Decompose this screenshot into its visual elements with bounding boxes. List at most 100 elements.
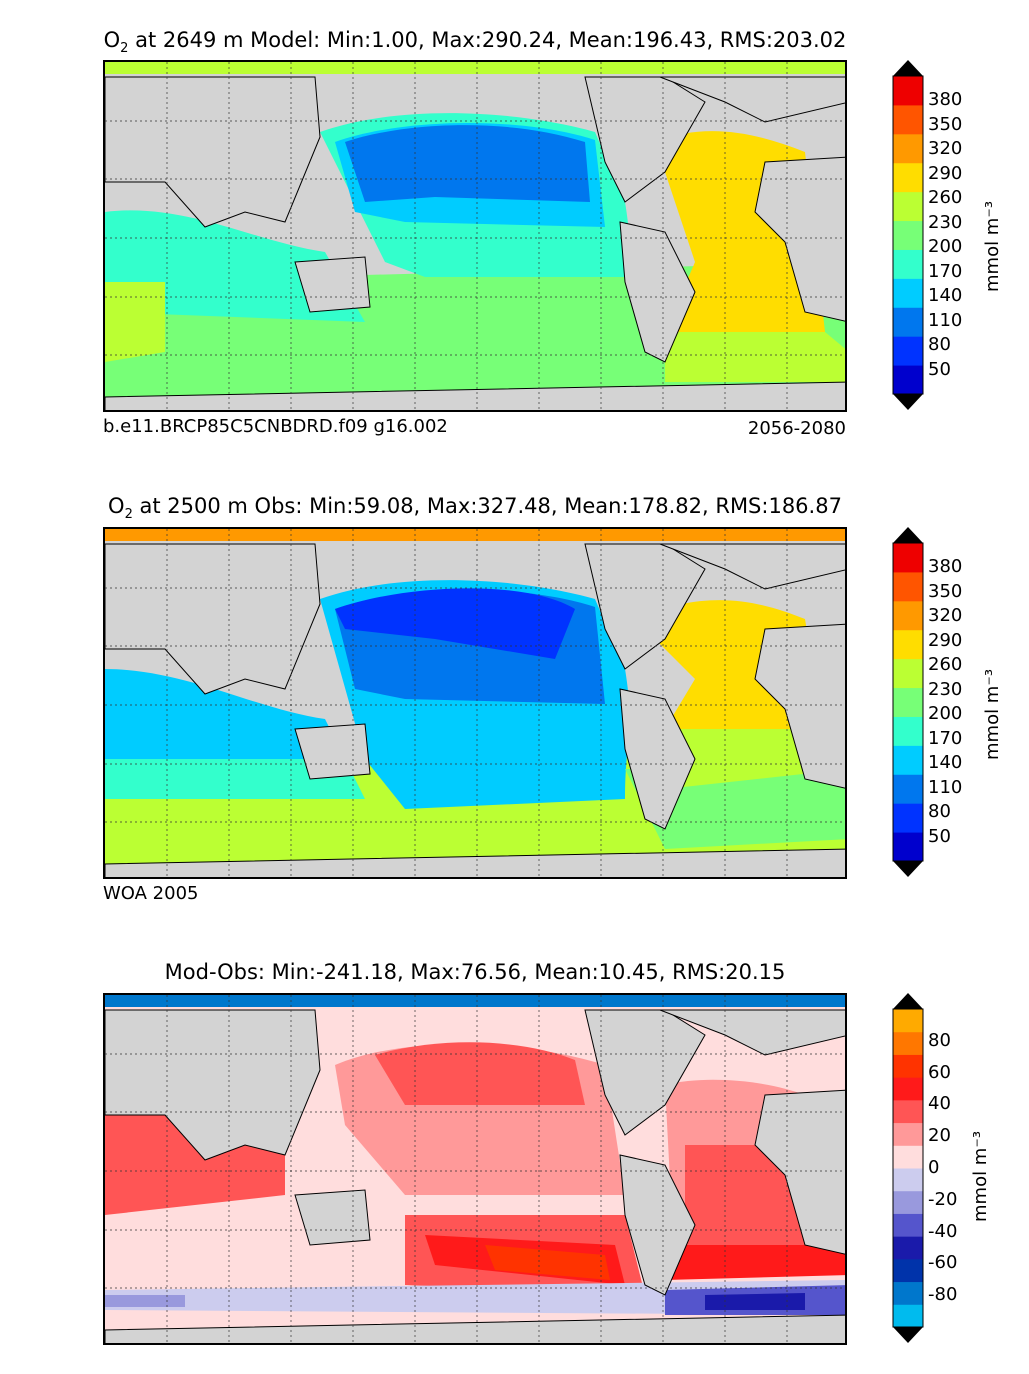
- panel1-colorbar-segment: [893, 365, 923, 395]
- panel2-title: O2 at 2500 m Obs: Min:59.08, Max:327.48,…: [30, 494, 920, 522]
- panel3-colorbar-segment: [893, 1258, 923, 1283]
- panel3-colorbar-bottom-arrow: [893, 1327, 923, 1343]
- panel2-colorbar-segment: [893, 658, 923, 689]
- panel1-colorbar-tick-label: 260: [928, 187, 963, 209]
- panel1-colorbar-tick-label: 80: [928, 334, 951, 356]
- panel2-colorbar-tick-label: 110: [928, 776, 963, 798]
- panel1-title-rest: at 2649 m Model: Min:1.00, Max:290.24, M…: [128, 28, 847, 52]
- panel3-colorbar-segment: [893, 1099, 923, 1124]
- panel2-title-sub: 2: [124, 507, 133, 523]
- panel3-map: [103, 993, 847, 1345]
- panel1-colorbar-tick-label: 110: [928, 309, 963, 331]
- panel1-colorbar-segment: [893, 191, 923, 222]
- panel3-colorbar-tick-label: -20: [928, 1188, 958, 1210]
- panel2-colorbar-segment: [893, 629, 923, 660]
- panel1-colorbar-tick-label: 380: [928, 89, 963, 111]
- panel2-colorbar-frame: [892, 542, 924, 862]
- panel2-colorbar-tick-label: 80: [928, 801, 951, 823]
- panel3-colorbar-segment: [893, 1054, 923, 1078]
- panel1-colorbar-tick-label: 230: [928, 211, 963, 233]
- panel3-colorbar-segment: [893, 1168, 923, 1192]
- panel2-colorbar-segment: [893, 745, 923, 775]
- panel1-colorbar-tick-label: 350: [928, 113, 963, 135]
- panel1-colorbar-segment: [893, 104, 923, 135]
- panel2-colorbar-segment: [893, 716, 923, 746]
- panel2-colorbar-tick-label: 230: [928, 678, 963, 700]
- panel2-colorbar-tick-label: 200: [928, 703, 963, 725]
- panel2-colorbar-tick-label: 260: [928, 654, 963, 676]
- panel2-colorbar-tick-label: 320: [928, 605, 963, 627]
- panel3-colorbar-segment: [893, 1213, 923, 1237]
- panel2-colorbar-segment: [893, 571, 923, 602]
- panel2-colorbar-top-arrow: [893, 527, 923, 543]
- panel1-colorbar-segment: [893, 76, 923, 106]
- panel3-colorbar-tick-label: 80: [928, 1029, 951, 1051]
- panel1-colorbar-tick-label: 290: [928, 162, 963, 184]
- panel3-colorbar-frame: [892, 1008, 924, 1328]
- panel3-colorbar-segment: [893, 1304, 923, 1328]
- panel3-colorbar-segment: [893, 1236, 923, 1260]
- panel1-colorbar-tick-label: 170: [928, 260, 963, 282]
- panel2-map: [103, 527, 847, 879]
- panel3-colorbar-tick-label: 40: [928, 1093, 951, 1115]
- panel3-colorbar-tick-label: -60: [928, 1252, 958, 1274]
- panel1-footer-left: b.e11.BRCP85C5CNBDRD.f09 g16.002: [103, 416, 448, 437]
- panel3-colorbar-tick-label: -80: [928, 1284, 958, 1306]
- panel2-colorbar-tick-label: 380: [928, 556, 963, 578]
- panel3-title-rest: Mod-Obs: Min:-241.18, Max:76.56, Mean:10…: [164, 960, 786, 984]
- panel3-colorbar-segment: [893, 1190, 923, 1214]
- panel2-colorbar-tick-label: 140: [928, 752, 963, 774]
- panel1-colorbar-tick-label: 50: [928, 358, 951, 380]
- panel3-colorbar-tick-label: 20: [928, 1125, 951, 1147]
- panel1-title-sub: 2: [120, 41, 129, 57]
- panel2-title-prefix: O: [108, 494, 125, 518]
- panel3-colorbar-tick-label: 60: [928, 1061, 951, 1083]
- panel2-title-rest: at 2500 m Obs: Min:59.08, Max:327.48, Me…: [132, 494, 842, 518]
- panel1-colorbar-top-arrow: [893, 60, 923, 76]
- panel3-colorbar-segment: [893, 1145, 923, 1169]
- panel1-title: O2 at 2649 m Model: Min:1.00, Max:290.24…: [30, 28, 920, 56]
- panel1-colorbar-segment: [893, 307, 923, 337]
- panel3-colorbar-top-arrow: [893, 993, 923, 1009]
- panel1-colorbar-segment: [893, 336, 923, 366]
- panel2-colorbar-segment: [893, 832, 923, 862]
- panel3-colorbar-tick-label: 0: [928, 1157, 940, 1178]
- panel2-colorbar-bottom-arrow: [893, 861, 923, 877]
- panel1-colorbar-segment: [893, 249, 923, 279]
- panel1-colorbar-frame: [892, 75, 924, 395]
- panel1-colorbar: [892, 60, 924, 410]
- panel2-map-canvas: [105, 529, 845, 877]
- panel1-map: [103, 60, 847, 412]
- panel1-colorbar-segment: [893, 278, 923, 308]
- panel3-title: Mod-Obs: Min:-241.18, Max:76.56, Mean:10…: [30, 960, 920, 984]
- panel3-colorbar-segment: [893, 1122, 923, 1146]
- panel2-colorbar-segment: [893, 543, 923, 573]
- panel2-colorbar-unit: mmol m⁻³: [982, 668, 1003, 760]
- panel3-colorbar: [892, 993, 924, 1343]
- panel1-colorbar-segment: [893, 133, 923, 164]
- panel1-colorbar-tick-label: 140: [928, 285, 963, 307]
- panel1-footer-right: 2056-2080: [747, 418, 846, 439]
- panel2-colorbar-tick-label: 290: [928, 629, 963, 651]
- panel1-map-canvas: [105, 62, 845, 410]
- panel3-colorbar-segment: [893, 1281, 923, 1305]
- panel1-colorbar-segment: [893, 220, 923, 250]
- panel3-colorbar-segment: [893, 1031, 923, 1055]
- panel2-colorbar-tick-label: 350: [928, 580, 963, 602]
- panel2-colorbar-tick-label: 50: [928, 825, 951, 847]
- panel1-colorbar-tick-label: 320: [928, 138, 963, 160]
- panel3-colorbar-unit: mmol m⁻³: [970, 1130, 991, 1222]
- panel2-colorbar: [892, 527, 924, 877]
- panel3-colorbar-segment: [893, 1009, 923, 1033]
- panel1-colorbar-tick-label: 200: [928, 236, 963, 258]
- panel2-colorbar-segment: [893, 600, 923, 631]
- panel2-colorbar-segment: [893, 687, 923, 717]
- panel2-colorbar-tick-label: 170: [928, 727, 963, 749]
- panel2-footer-left: WOA 2005: [103, 883, 199, 904]
- panel3-map-canvas: [105, 995, 845, 1343]
- panel2-colorbar-segment: [893, 803, 923, 833]
- panel3-colorbar-segment: [893, 1077, 923, 1101]
- panel1-title-prefix: O: [103, 28, 121, 52]
- panel1-colorbar-bottom-arrow: [893, 394, 923, 410]
- panel2-colorbar-segment: [893, 774, 923, 804]
